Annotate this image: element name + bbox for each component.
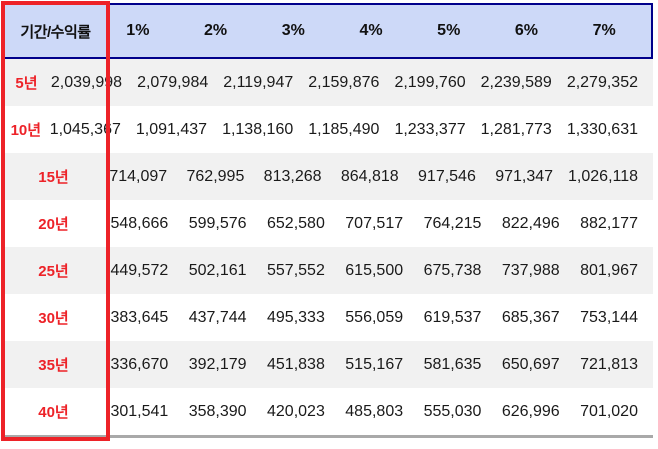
value-cell: 485,803 — [345, 402, 404, 420]
value-cell: 451,838 — [267, 355, 325, 373]
value-cell: 548,666 — [110, 214, 169, 232]
value-cell: 581,635 — [423, 355, 482, 373]
value-cell: 336,670 — [110, 355, 169, 373]
period-label: 15년 — [38, 169, 69, 186]
value-cell: 495,333 — [267, 308, 325, 326]
value-cell: 1,138,160 — [222, 120, 294, 138]
value-cell: 762,995 — [186, 167, 245, 185]
rate-header: 4% — [359, 22, 383, 39]
period-label: 25년 — [38, 263, 69, 280]
value-cell: 737,988 — [501, 261, 560, 279]
rate-header: 2% — [204, 22, 228, 39]
value-cell: 2,199,760 — [394, 73, 466, 91]
rate-header: 3% — [281, 22, 305, 39]
value-cell: 2,159,876 — [308, 73, 380, 91]
rate-header: 5% — [437, 22, 461, 39]
value-cell: 358,390 — [188, 402, 247, 420]
value-cell: 764,215 — [423, 214, 482, 232]
value-cell: 652,580 — [267, 214, 325, 232]
value-cell: 685,367 — [501, 308, 560, 326]
value-cell: 615,500 — [345, 261, 404, 279]
value-cell: 392,179 — [188, 355, 247, 373]
value-cell: 721,813 — [580, 355, 638, 373]
value-cell: 1,045,367 — [49, 120, 121, 138]
table-header-row: 기간/수익률 1% 2% 3% 4% 5% 6% 7% — [2, 3, 653, 59]
period-label: 35년 — [38, 357, 69, 374]
period-label: 20년 — [38, 216, 69, 233]
value-cell: 813,268 — [263, 167, 322, 185]
rate-header: 1% — [126, 22, 150, 39]
table-row: 30년 383,645 437,744 495,333 556,059 619,537 68… — [2, 294, 653, 341]
value-cell: 753,144 — [580, 308, 638, 326]
value-cell: 449,572 — [110, 261, 169, 279]
period-rate-table: 기간/수익률 1% 2% 3% 4% 5% 6% 7% 5년 2,039,998 2,079,9… — [2, 3, 653, 438]
value-cell: 801,967 — [580, 261, 638, 279]
corner-header: 기간/수익률 — [20, 23, 91, 41]
value-cell: 2,039,998 — [50, 73, 123, 91]
value-cell: 515,167 — [345, 355, 404, 373]
value-cell: 437,744 — [188, 308, 247, 326]
value-cell: 557,552 — [267, 261, 325, 279]
value-cell: 619,537 — [423, 308, 482, 326]
period-label: 10년 — [10, 122, 42, 139]
value-cell: 2,239,589 — [480, 73, 552, 91]
value-cell: 556,059 — [345, 308, 404, 326]
value-cell: 1,026,118 — [568, 167, 639, 185]
value-cell: 1,233,377 — [394, 120, 466, 138]
value-cell: 626,996 — [501, 402, 560, 420]
table-row: 15년 714,097 762,995 813,268 864,818 917,546 97… — [2, 153, 653, 200]
value-cell: 383,645 — [110, 308, 169, 326]
value-cell: 882,177 — [580, 214, 638, 232]
value-cell: 917,546 — [418, 167, 476, 185]
value-cell: 971,347 — [495, 167, 554, 185]
table-row: 25년 449,572 502,161 557,552 615,500 675,738 73… — [2, 247, 653, 294]
value-cell: 502,161 — [188, 261, 247, 279]
value-cell: 599,576 — [188, 214, 247, 232]
value-cell: 675,738 — [423, 261, 482, 279]
rate-header: 6% — [514, 22, 539, 39]
value-cell: 2,279,352 — [566, 73, 638, 91]
value-cell: 555,030 — [423, 402, 482, 420]
period-label: 30년 — [38, 310, 69, 327]
value-cell: 301,541 — [110, 402, 169, 420]
period-label: 5년 — [15, 75, 38, 92]
value-cell: 701,020 — [580, 402, 638, 420]
table-row: 35년 336,670 392,179 451,838 515,167 581,635 65… — [2, 341, 653, 388]
value-cell: 714,097 — [109, 167, 168, 185]
value-cell: 2,079,984 — [137, 73, 209, 91]
value-cell: 650,697 — [501, 355, 560, 373]
value-cell: 2,119,947 — [223, 73, 294, 91]
period-label: 40년 — [38, 404, 69, 421]
value-cell: 1,091,437 — [135, 120, 208, 138]
table-row: 40년 301,541 358,390 420,023 485,803 555,030 62… — [2, 388, 653, 435]
table-body: 5년 2,039,998 2,079,984 2,119,947 2,159,876 2,… — [2, 59, 653, 438]
value-cell: 864,818 — [340, 167, 399, 185]
value-cell: 1,330,631 — [566, 120, 638, 138]
value-cell: 420,023 — [267, 402, 325, 420]
table-row: 5년 2,039,998 2,079,984 2,119,947 2,159,876 2,… — [2, 59, 653, 106]
value-cell: 1,281,773 — [480, 120, 552, 138]
value-cell: 707,517 — [345, 214, 404, 232]
rate-header: 7% — [592, 22, 616, 39]
value-cell: 1,185,490 — [308, 120, 380, 138]
table-row: 20년 548,666 599,576 652,580 707,517 764,215 82… — [2, 200, 653, 247]
value-cell: 822,496 — [501, 214, 560, 232]
table-row: 10년 1,045,367 1,091,437 1,138,160 1,185,490 1… — [2, 106, 653, 153]
